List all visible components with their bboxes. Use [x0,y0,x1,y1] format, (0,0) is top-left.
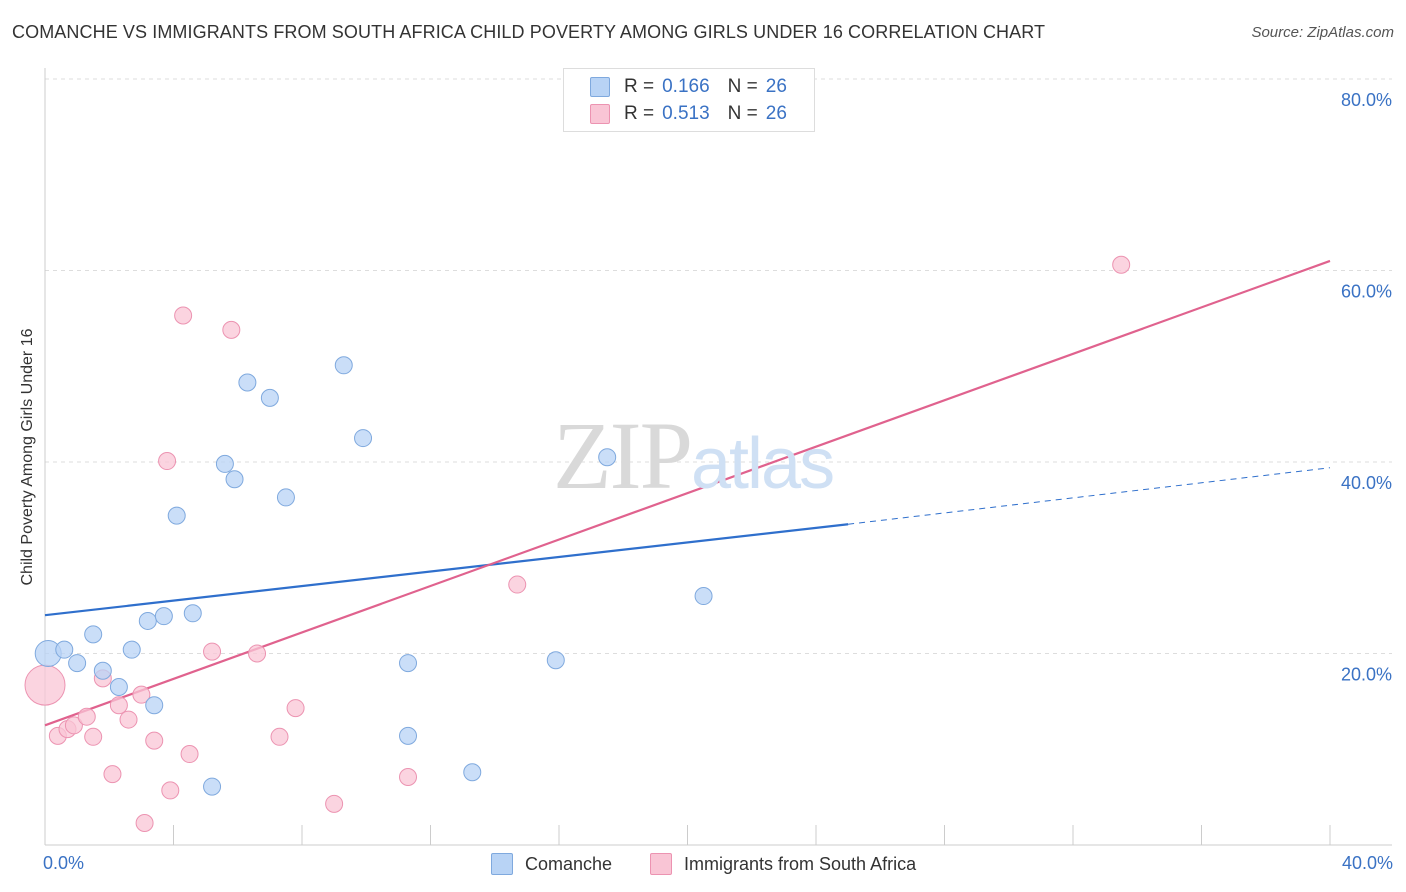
south-africa-point [286,699,305,718]
south-africa-point [119,710,138,729]
series-legend-comanche: Comanche [491,852,612,876]
comanche-point [154,607,173,626]
x-tick-label-40: 40.0% [1342,853,1393,873]
legend-row-comanche: R = 0.166 N = 26 [590,75,787,99]
comanche-legend-label: Comanche [525,853,613,874]
south-africa-point [161,781,180,800]
comanche-point [183,604,202,623]
comanche-point [145,696,164,715]
comanche-point [84,625,103,644]
comanche-point [55,640,74,659]
n-label: N = [727,103,758,124]
south-africa-point [109,696,128,715]
legend-row-south-africa: R = 0.513 N = 26 [590,102,787,126]
comanche-point [694,587,713,606]
comanche-swatch [590,77,610,97]
comanche-point [238,373,257,392]
south-africa-point [325,794,344,813]
south-africa-point [24,664,66,706]
south-africa-point [84,727,103,746]
r-value-comanche: 0.166 [662,76,710,97]
y-tick-label-60: 60.0% [1341,282,1392,302]
comanche-point [93,661,112,680]
south-africa-point [132,685,151,704]
south-africa-point [508,575,527,594]
comanche-point [598,448,617,467]
comanche-point [109,678,128,697]
y-tick-label-80: 80.0% [1341,90,1392,110]
south-africa-swatch [590,104,610,124]
south-africa-point [270,727,289,746]
r-value-south-africa: 0.513 [662,103,710,124]
comanche-trend-extension [848,467,1331,525]
comanche-point [203,777,222,796]
comanche-point [399,726,418,745]
watermark-atlas: atlas [691,424,835,504]
comanche-point [225,470,244,489]
south-africa-point [103,765,122,784]
south-africa-legend-label: Immigrants from South Africa [684,853,917,874]
data-points [24,255,1131,832]
y-tick-label-20: 20.0% [1341,665,1392,685]
correlation-legend: R = 0.166 N = 26 R = 0.513 N = 26 [563,68,815,132]
tick-labels: 20.0% 40.0% 60.0% 80.0% 0.0% 40.0% [43,90,1393,873]
comanche-point [68,654,87,673]
south-africa-point [64,716,83,735]
south-africa-point [135,813,154,832]
series-legend-south-africa: Immigrants from South Africa [650,852,916,876]
comanche-legend-swatch [491,853,513,875]
grid-lines [45,78,1392,654]
comanche-point [463,763,482,782]
south-africa-point [158,452,177,471]
south-africa-point [1112,255,1131,274]
y-axis-label: Child Poverty Among Girls Under 16 [19,328,36,586]
n-label: N = [727,76,758,97]
n-value-comanche: 26 [765,76,787,97]
south-africa-point [203,642,222,661]
r-label: R = [624,103,655,124]
south-africa-point [222,320,241,339]
y-tick-label-40: 40.0% [1341,473,1392,493]
source-credit: Source: ZipAtlas.com [1251,24,1394,41]
south-africa-point [77,707,96,726]
south-africa-point [180,745,199,764]
comanche-point [215,454,234,473]
comanche-point [138,611,157,630]
watermark: ZIPatlas [553,400,835,511]
axes [44,68,1392,846]
comanche-point [276,488,295,507]
south-africa-point [145,731,164,750]
south-africa-point [399,768,418,787]
comanche-point [354,429,373,448]
r-label: R = [624,76,655,97]
comanche-point [260,388,279,407]
comanche-point [334,356,353,375]
south-africa-point [174,306,193,325]
chart-title: COMANCHE VS IMMIGRANTS FROM SOUTH AFRICA… [12,22,1046,42]
watermark-zip: ZIP [553,402,693,509]
comanche-point [167,506,186,525]
n-value-south-africa: 26 [765,103,787,124]
south-africa-legend-swatch [650,853,672,875]
comanche-point [399,654,418,673]
x-tick-label-0: 0.0% [43,853,84,873]
comanche-trend-line [44,523,849,617]
comanche-point [122,640,141,659]
south-africa-point [248,644,267,663]
comanche-point [546,651,565,670]
